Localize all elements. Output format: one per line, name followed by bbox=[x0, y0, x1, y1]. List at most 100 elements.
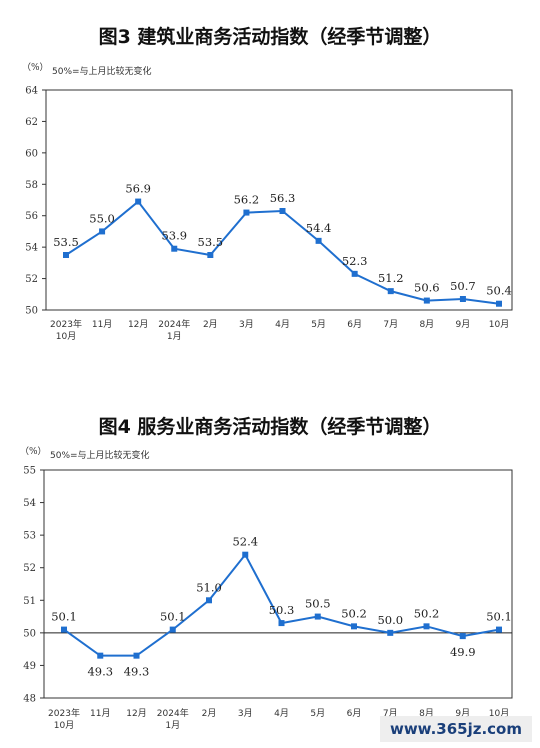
y-tick-label: 52 bbox=[23, 563, 36, 574]
x-tick-label: 2023年 10月 bbox=[50, 318, 82, 342]
data-point bbox=[206, 597, 212, 604]
data-label: 50.3 bbox=[269, 603, 295, 617]
data-label: 50.1 bbox=[160, 610, 186, 624]
y-tick-label: 53 bbox=[23, 531, 36, 542]
data-label: 49.3 bbox=[87, 665, 113, 679]
data-label: 50.7 bbox=[450, 279, 476, 293]
y-tick-label: 54 bbox=[25, 243, 38, 254]
data-point bbox=[135, 198, 142, 205]
data-point bbox=[99, 228, 106, 235]
y-tick-label: 54 bbox=[23, 498, 36, 509]
data-label: 50.1 bbox=[486, 610, 512, 624]
data-point bbox=[61, 626, 67, 633]
x-tick-label: 10月 bbox=[489, 319, 509, 330]
data-point bbox=[242, 551, 249, 558]
data-point bbox=[496, 626, 502, 633]
data-label: 54.4 bbox=[306, 221, 332, 235]
chart-note: 50%=与上月比较无变化 bbox=[50, 449, 150, 461]
data-point bbox=[423, 297, 430, 304]
x-tick-label: 6月 bbox=[347, 708, 362, 719]
y-tick-label: 58 bbox=[25, 180, 38, 191]
data-label: 56.3 bbox=[270, 191, 296, 205]
data-label: 50.6 bbox=[414, 281, 440, 295]
y-tick-label: 50 bbox=[23, 628, 36, 639]
x-tick-label: 2月 bbox=[203, 319, 218, 330]
x-tick-label: 3月 bbox=[238, 708, 253, 719]
y-tick-label: 51 bbox=[23, 596, 36, 607]
x-tick-label: 5月 bbox=[310, 708, 325, 719]
site-watermark: www.365jz.com bbox=[379, 716, 532, 742]
data-label: 49.9 bbox=[450, 645, 476, 659]
x-tick-label: 2024年 1月 bbox=[157, 707, 189, 731]
data-point bbox=[423, 623, 430, 630]
data-point bbox=[496, 300, 502, 307]
y-tick-label: 64 bbox=[25, 86, 38, 97]
x-tick-label: 8月 bbox=[419, 708, 434, 719]
x-tick-label: 2024年 1月 bbox=[158, 318, 190, 342]
data-point bbox=[133, 652, 140, 659]
x-tick-label: 12月 bbox=[128, 319, 148, 330]
x-tick-label: 10月 bbox=[489, 708, 509, 719]
data-point bbox=[315, 237, 322, 244]
data-label: 51.0 bbox=[196, 580, 222, 594]
y-unit-label: （%） bbox=[22, 62, 49, 73]
data-point bbox=[314, 613, 321, 620]
chart-title: 图4 服务业商务活动指数（经季节调整） bbox=[98, 416, 442, 438]
x-tick-label: 3月 bbox=[239, 319, 254, 330]
data-point bbox=[278, 620, 285, 627]
data-point bbox=[387, 629, 394, 636]
x-tick-label: 9月 bbox=[456, 319, 471, 330]
x-tick-label: 4月 bbox=[274, 708, 289, 719]
data-label: 53.5 bbox=[198, 235, 224, 249]
x-tick-label: 9月 bbox=[455, 708, 470, 719]
data-label: 50.2 bbox=[414, 606, 440, 620]
chart-note: 50%=与上月比较无变化 bbox=[52, 65, 152, 77]
data-point bbox=[459, 296, 466, 302]
data-point bbox=[351, 270, 358, 277]
data-point bbox=[97, 652, 104, 659]
data-label: 52.3 bbox=[342, 254, 368, 268]
construction-index-chart: 图3 建筑业商务活动指数（经季节调整） （%） 50%=与上月比较无变化 50 52 5… bbox=[0, 0, 540, 360]
data-point bbox=[207, 252, 214, 258]
data-label: 49.3 bbox=[124, 665, 150, 679]
data-label: 50.1 bbox=[51, 610, 77, 624]
data-label: 50.0 bbox=[377, 613, 403, 627]
y-unit-label: （%） bbox=[20, 446, 47, 457]
chart-title: 图3 建筑业商务活动指数（经季节调整） bbox=[98, 26, 442, 48]
data-point bbox=[351, 623, 357, 630]
plot-frame bbox=[43, 469, 513, 699]
y-tick-label: 56 bbox=[25, 211, 38, 222]
data-point bbox=[63, 252, 69, 258]
x-tick-label: 2月 bbox=[202, 708, 217, 719]
data-label: 56.9 bbox=[125, 182, 151, 196]
chart-plot: （%） 50%=与上月比较无变化 50 52 54 56 58 60 62 64 2023年 10月 1… bbox=[22, 62, 513, 342]
x-tick-label: 6月 bbox=[347, 319, 362, 330]
x-tick-label: 2023年 10月 bbox=[48, 707, 80, 731]
data-label: 51.2 bbox=[378, 271, 404, 285]
y-tick-label: 55 bbox=[23, 466, 36, 477]
x-tick-label: 12月 bbox=[126, 708, 146, 719]
data-point bbox=[171, 245, 178, 252]
y-tick-label: 60 bbox=[25, 148, 38, 159]
data-label: 55.0 bbox=[89, 211, 115, 225]
data-point bbox=[243, 209, 250, 216]
data-label: 50.5 bbox=[305, 597, 331, 611]
data-label: 56.2 bbox=[234, 193, 260, 207]
x-tick-label: 4月 bbox=[275, 319, 290, 330]
y-tick-label: 52 bbox=[25, 274, 38, 285]
data-point bbox=[279, 208, 286, 214]
x-tick-label: 7月 bbox=[383, 319, 398, 330]
y-tick-label: 48 bbox=[23, 694, 36, 705]
data-point bbox=[387, 288, 394, 295]
data-label: 53.9 bbox=[161, 229, 187, 243]
data-label: 50.4 bbox=[486, 284, 512, 298]
x-tick-label: 7月 bbox=[383, 708, 398, 719]
data-point bbox=[169, 626, 176, 633]
y-tick-label: 49 bbox=[23, 661, 36, 672]
x-tick-label: 5月 bbox=[311, 319, 326, 330]
x-tick-label: 11月 bbox=[92, 319, 112, 330]
y-tick-label: 62 bbox=[25, 117, 38, 128]
data-label: 52.4 bbox=[232, 535, 258, 549]
plot-frame bbox=[45, 89, 513, 311]
data-label: 53.5 bbox=[53, 235, 79, 249]
